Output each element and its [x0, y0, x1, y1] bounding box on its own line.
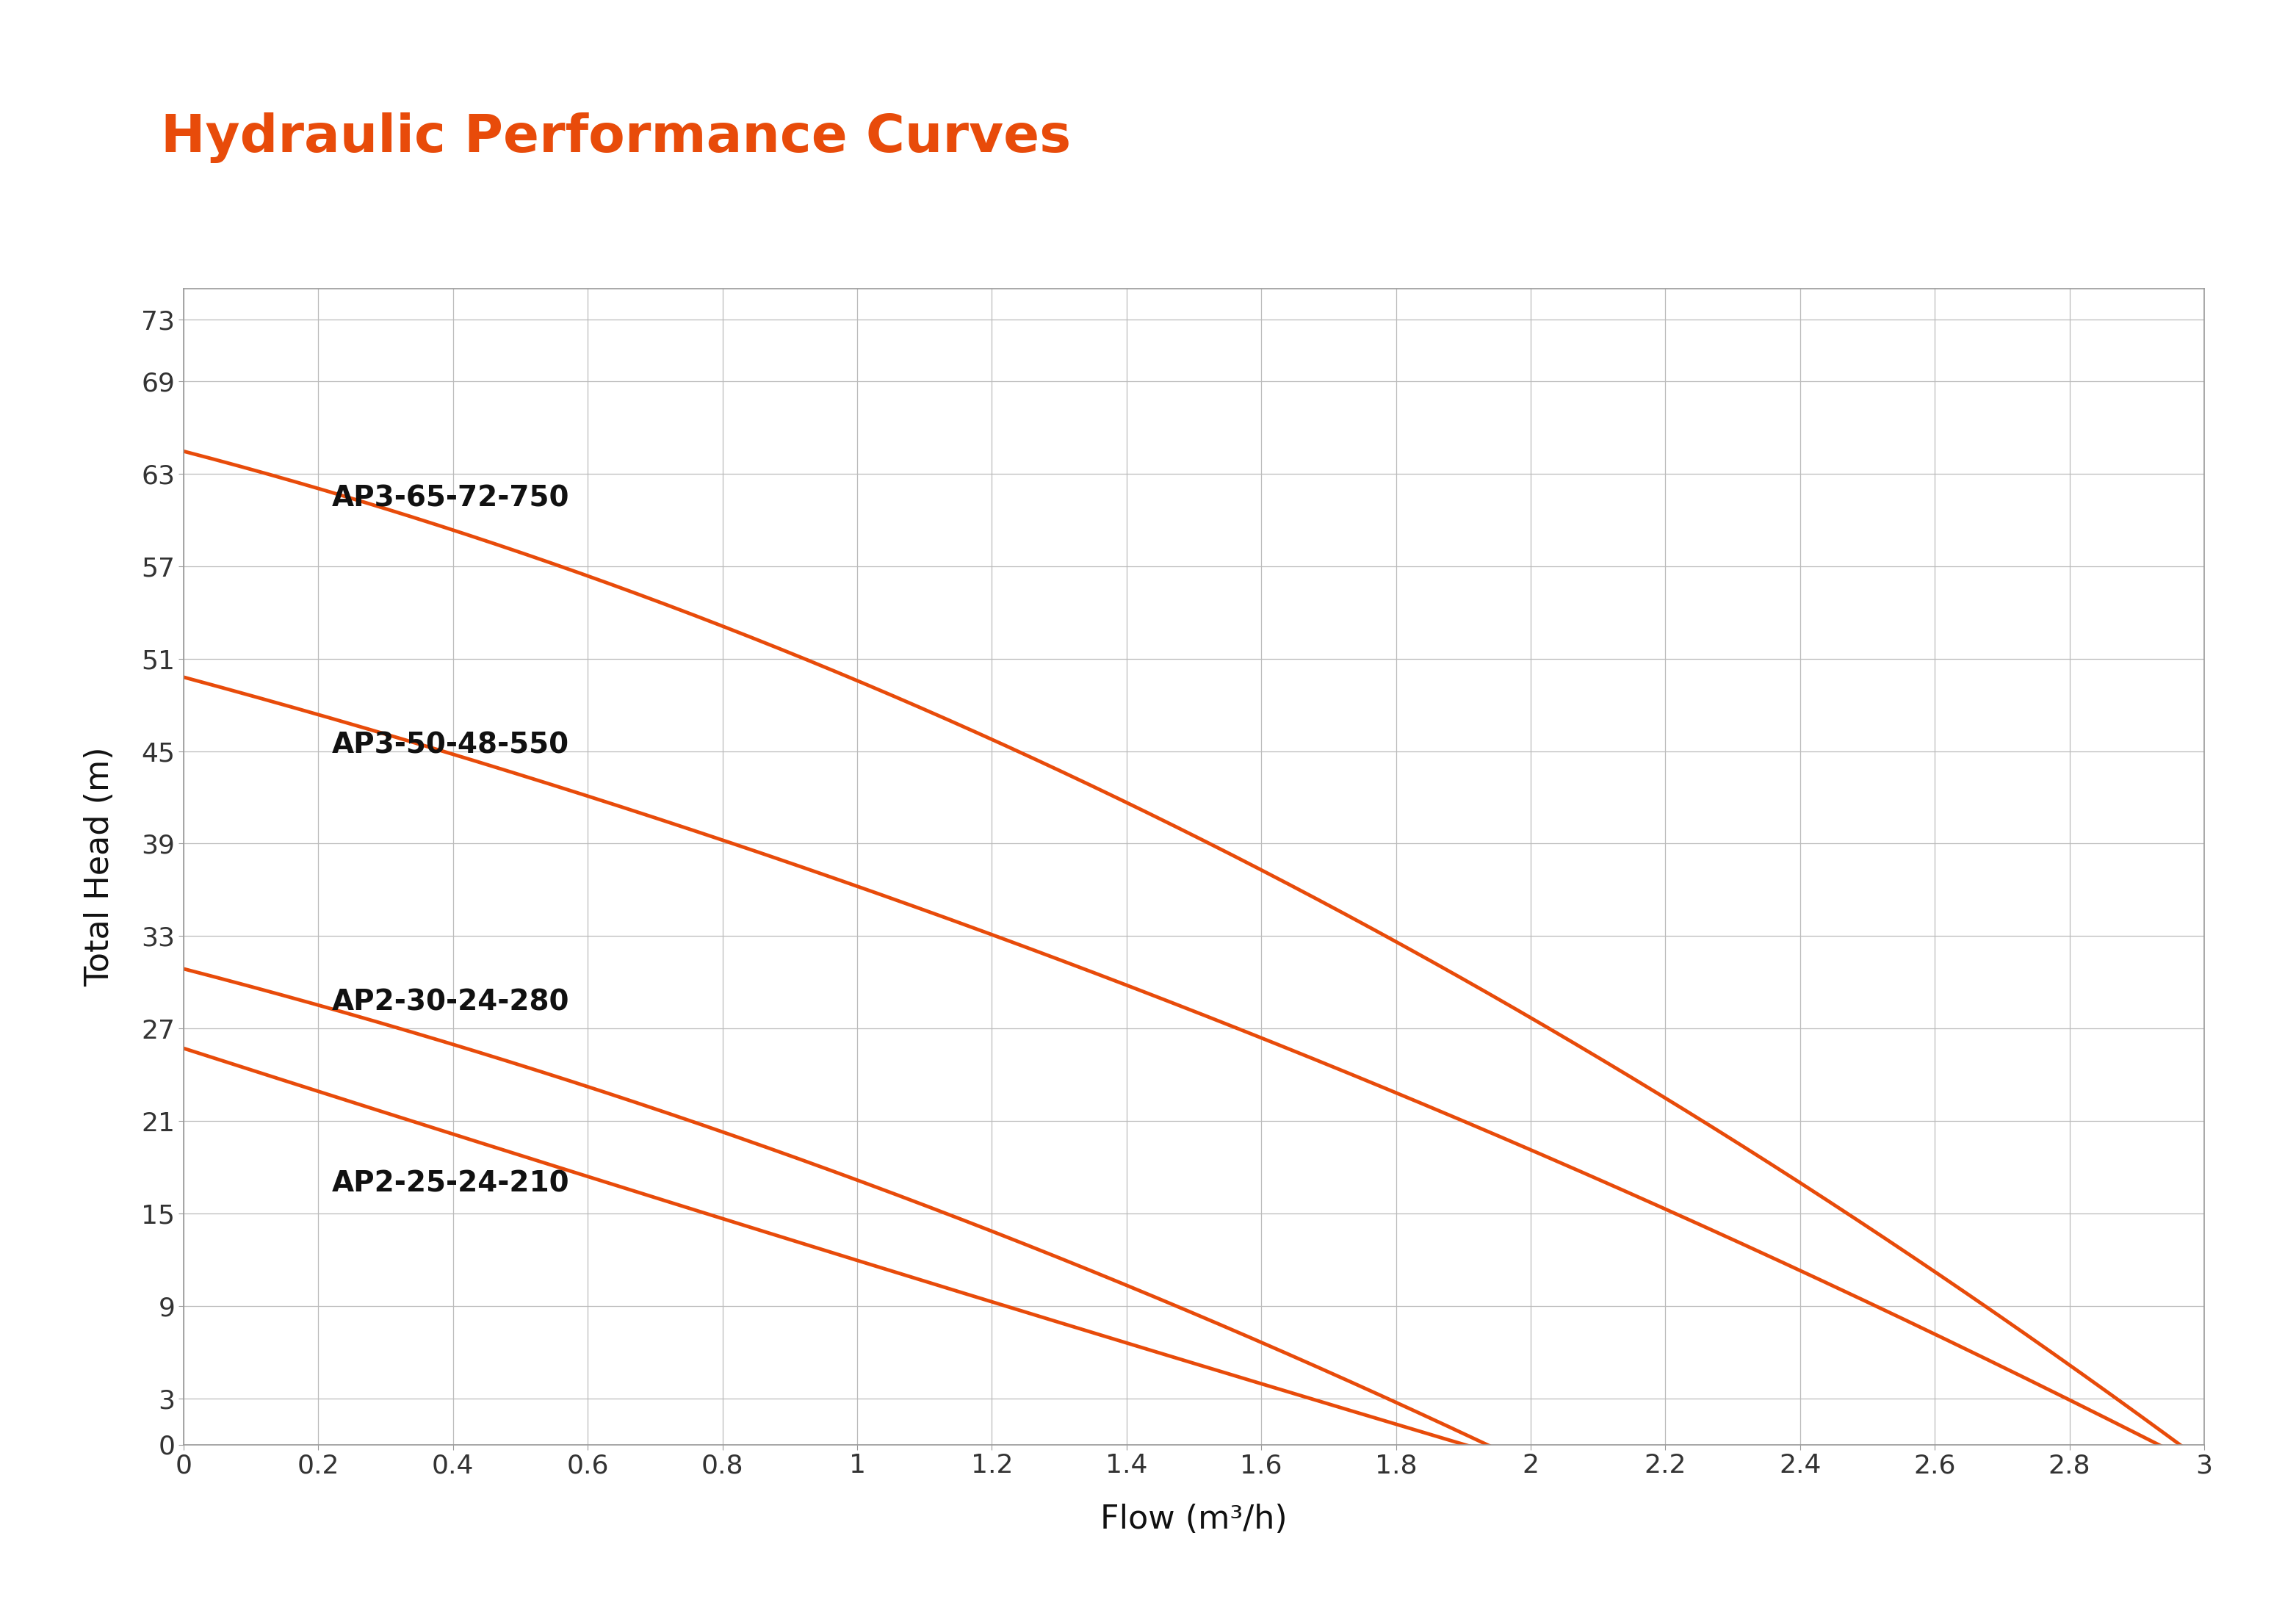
- Text: AP2-30-24-280: AP2-30-24-280: [333, 989, 569, 1016]
- Text: AP3-65-72-750: AP3-65-72-750: [333, 485, 569, 512]
- X-axis label: Flow (m³/h): Flow (m³/h): [1100, 1504, 1288, 1536]
- Text: AP3-50-48-550: AP3-50-48-550: [333, 730, 569, 759]
- Text: AP2-25-24-210: AP2-25-24-210: [333, 1170, 569, 1197]
- Text: Hydraulic Performance Curves: Hydraulic Performance Curves: [161, 112, 1070, 164]
- Y-axis label: Total Head (m): Total Head (m): [85, 746, 115, 987]
